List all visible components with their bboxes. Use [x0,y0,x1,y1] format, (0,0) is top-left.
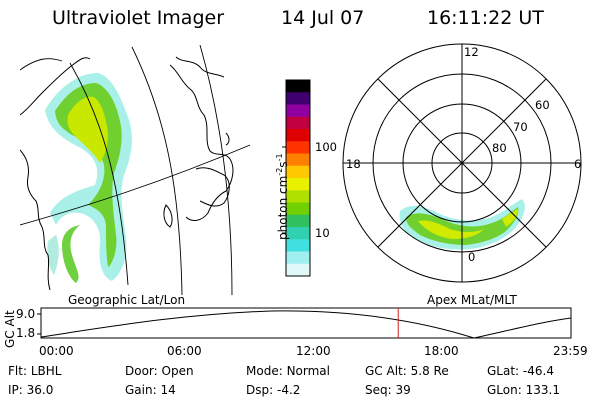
colorbar-band [286,227,310,240]
colorbar-band [286,153,310,167]
mlt-label-12: 12 [464,45,479,59]
colorbar-band [286,129,310,142]
status-gc-alt: GC Alt: 5.8 Re [365,364,449,378]
colorbar-unit-label: photon cm-2s-1 [275,153,290,240]
colorbar-band [286,178,310,191]
colorbar-band [286,92,310,105]
geo-grid-lines [20,45,251,295]
status-ip: IP: 36.0 [8,383,54,397]
status-mode: Mode: Normal [246,364,330,378]
status-door: Door: Open [125,364,194,378]
colorbar-band [286,251,310,265]
colorbar-band [286,141,310,154]
colorbar-band [286,239,310,252]
time-label-1800: 18:00 [424,344,459,358]
geo-coastlines [20,56,234,291]
colorbar-band [286,190,310,203]
apex-polar-plot [342,43,582,283]
colorbar-tick-10: 10 [315,226,330,240]
polar-grid [342,43,582,283]
status-glon: GLon: 133.1 [487,383,560,397]
mlt-label-18: 18 [346,157,361,171]
status-gain: Gain: 14 [125,383,176,397]
colorbar-band [286,104,310,118]
colorbar-band [286,80,310,93]
geo-aurora-emission [45,73,132,283]
observation-time: 16:11:22 UT [427,7,544,29]
status-seq: Seq: 39 [365,383,411,397]
time-label-0600: 06:00 [167,344,202,358]
colorbar-band [286,214,310,228]
status-dsp: Dsp: -4.2 [246,383,301,397]
mlat-label-70: 70 [513,120,528,134]
observation-date: 14 Jul 07 [281,7,365,29]
instrument-title: Ultraviolet Imager [52,7,225,29]
geo-projection-label: Geographic Lat/Lon [68,293,186,307]
polar-projection-label: Apex MLat/MLT [427,293,517,307]
status-glat: GLat: -46.4 [487,364,554,378]
geographic-map [20,45,251,295]
altitude-tick-1-8: 1.8 [16,326,36,340]
altitude-strip-plot [37,307,572,339]
photon-flux-colorbar [282,79,311,277]
altitude-curve [40,310,572,339]
altitude-tick-9: 9.0 [16,307,36,321]
colorbar-band [286,202,310,216]
colorbar-band [286,165,310,179]
time-label-2359: 23:59 [553,344,588,358]
colorbar-band [286,116,310,130]
mlat-label-60: 60 [535,98,550,112]
colorbar-band [286,263,310,277]
mlt-label-6: 6 [574,157,582,171]
mlat-label-80: 80 [492,141,507,155]
status-filter: Flt: LBHL [8,364,62,378]
time-label-0000: 00:00 [39,344,74,358]
time-label-1200: 12:00 [296,344,331,358]
mlt-label-0: 0 [468,250,476,264]
altitude-axis-title: GC Alt [3,310,17,348]
colorbar-tick-100: 100 [315,140,337,154]
